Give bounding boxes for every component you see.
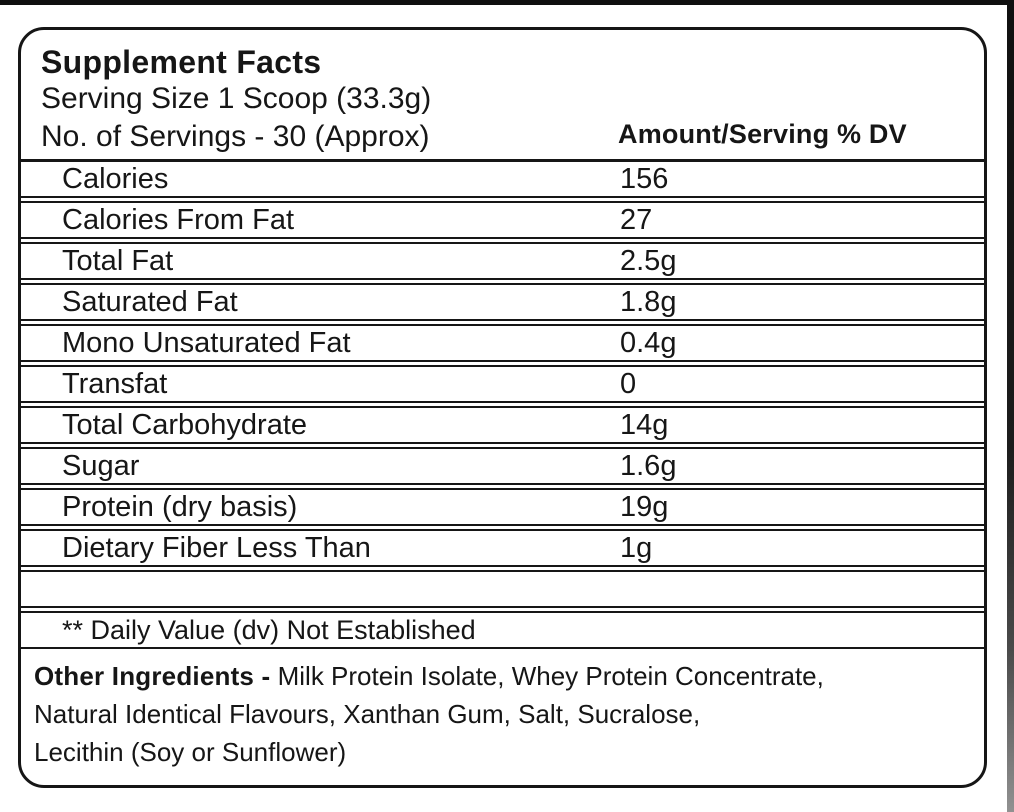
other-ingredients-label: Other Ingredients - — [34, 661, 271, 691]
nutrient-row: Protein (dry basis) 19g — [21, 488, 984, 526]
nutrient-row: Sugar 1.6g — [21, 447, 984, 485]
nutrient-label: Total Carbohydrate — [62, 408, 308, 441]
empty-row — [21, 570, 984, 608]
servings-count: No. of Servings - 30 (Approx) — [41, 120, 430, 153]
nutrient-value: 0.4g — [620, 326, 677, 359]
nutrient-row: Mono Unsaturated Fat 0.4g — [21, 324, 984, 362]
nutrient-label: Transfat — [62, 367, 168, 400]
nutrient-row: Total Fat 2.5g — [21, 242, 984, 280]
nutrient-row: Calories From Fat 27 — [21, 201, 984, 239]
nutrient-row: Calories 156 — [21, 159, 984, 198]
amount-per-serving-header: Amount/Serving % DV — [618, 119, 907, 149]
daily-value-footnote-row: ** Daily Value (dv) Not Established — [21, 611, 984, 649]
supplement-facts-label: Supplement Facts Serving Size 1 Scoop (3… — [18, 27, 987, 788]
nutrient-label: Protein (dry basis) — [62, 490, 298, 523]
scan-edge-top-artifact — [0, 0, 1014, 5]
nutrient-table: Calories 156 Calories From Fat 27 Total … — [21, 159, 984, 649]
nutrient-label: Calories From Fat — [62, 203, 295, 236]
nutrient-label: Saturated Fat — [62, 285, 238, 318]
nutrient-row: Total Carbohydrate 14g — [21, 406, 984, 444]
nutrient-value: 1.8g — [620, 285, 677, 318]
nutrient-value: 1g — [620, 531, 653, 564]
scan-edge-right-artifact — [1007, 0, 1014, 812]
nutrient-row: Saturated Fat 1.8g — [21, 283, 984, 321]
nutrient-label: Sugar — [62, 449, 140, 482]
nutrient-label: Calories — [62, 162, 169, 195]
nutrient-label: Total Fat — [62, 244, 174, 277]
other-ingredients-line2: Natural Identical Flavours, Xanthan Gum,… — [34, 699, 701, 729]
nutrient-value: 27 — [620, 203, 653, 236]
nutrient-value: 1.6g — [620, 449, 677, 482]
other-ingredients-line1: Other Ingredients - Milk Protein Isolate… — [34, 657, 984, 695]
daily-value-footnote: ** Daily Value (dv) Not Established — [62, 614, 476, 645]
nutrient-row: Transfat 0 — [21, 365, 984, 403]
nutrient-row: Dietary Fiber Less Than 1g — [21, 529, 984, 567]
label-header: Supplement Facts Serving Size 1 Scoop (3… — [21, 30, 984, 159]
other-ingredients-line3: Lecithin (Soy or Sunflower) — [34, 737, 347, 767]
label-title: Supplement Facts — [41, 44, 322, 80]
nutrient-value: 2.5g — [620, 244, 677, 277]
nutrient-label: Mono Unsaturated Fat — [62, 326, 351, 359]
other-ingredients-text1: Milk Protein Isolate, Whey Protein Conce… — [277, 661, 824, 691]
nutrient-value: 156 — [620, 162, 669, 195]
nutrient-value: 14g — [620, 408, 669, 441]
servings-line: No. of Servings - 30 (Approx) Amount/Ser… — [21, 118, 984, 156]
nutrient-value: 19g — [620, 490, 669, 523]
other-ingredients: Other Ingredients - Milk Protein Isolate… — [34, 657, 984, 771]
nutrient-value: 0 — [620, 367, 637, 400]
nutrient-label: Dietary Fiber Less Than — [62, 531, 371, 564]
serving-size: Serving Size 1 Scoop (33.3g) — [41, 82, 432, 115]
